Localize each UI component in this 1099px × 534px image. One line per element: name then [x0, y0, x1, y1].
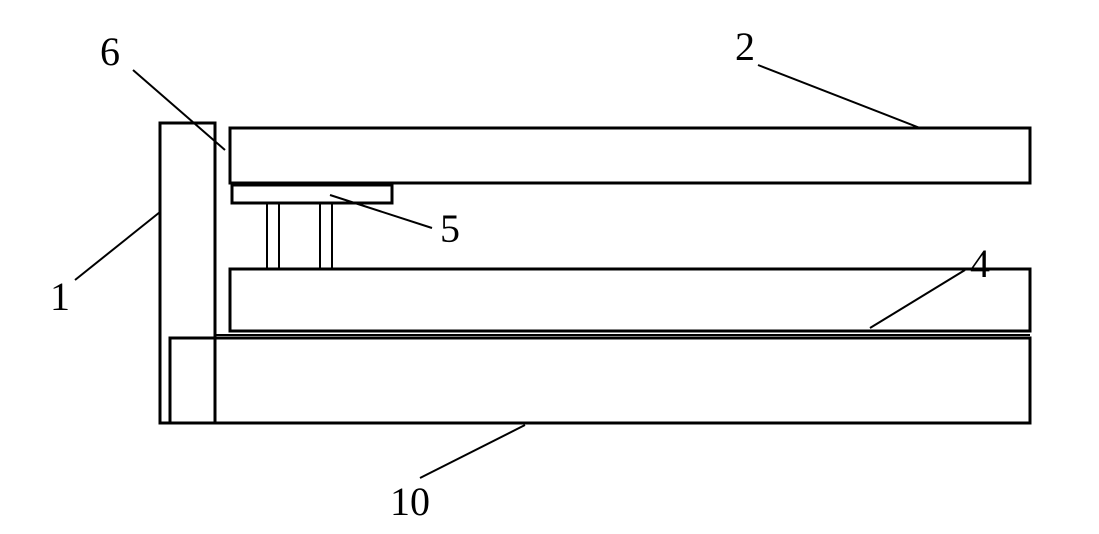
- pin-left: [267, 203, 279, 269]
- part-5-tab: [232, 185, 392, 203]
- leader-10: [420, 425, 525, 478]
- engineering-diagram: 1 6 2 5 4 10: [0, 0, 1099, 534]
- label-10: 10: [390, 479, 430, 524]
- annotations-group: 1 6 2 5 4 10: [50, 24, 990, 524]
- label-4: 4: [970, 241, 990, 286]
- leader-2: [758, 65, 920, 128]
- label-2: 2: [735, 24, 755, 69]
- leader-1: [75, 212, 160, 280]
- leader-6: [133, 70, 225, 150]
- part-10-bottom-slab: [170, 338, 1030, 423]
- part-1-vertical-block: [160, 123, 215, 423]
- label-6: 6: [100, 29, 120, 74]
- part-mid-slab: [230, 269, 1030, 331]
- pin-right: [320, 203, 332, 269]
- leader-5: [330, 195, 432, 228]
- label-1: 1: [50, 274, 70, 319]
- leader-4: [870, 270, 965, 328]
- part-2-top-slab: [230, 128, 1030, 183]
- label-5: 5: [440, 206, 460, 251]
